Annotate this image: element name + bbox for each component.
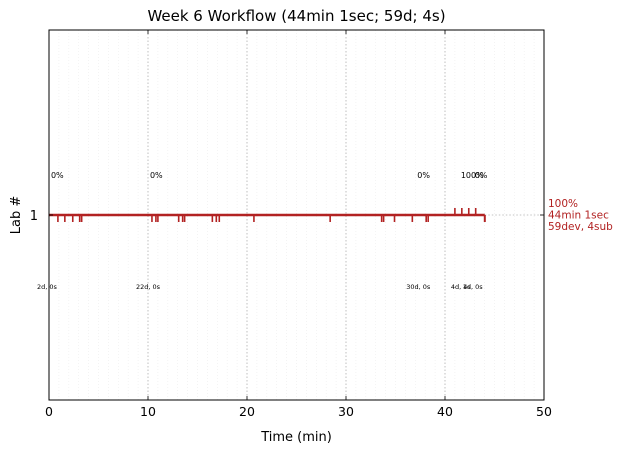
bottom-annotation: 1d, 0s xyxy=(463,283,484,291)
summary-line: 44min 1sec xyxy=(548,210,609,222)
x-tick-label: 50 xyxy=(536,404,552,419)
summary-line: 59dev, 4sub xyxy=(548,221,613,233)
y-tick-label: 1 xyxy=(30,209,38,224)
bottom-annotation: 22d, 0s xyxy=(136,283,161,291)
x-axis-label: Time (min) xyxy=(260,430,332,445)
summary-line: 100% xyxy=(548,198,578,210)
top-annotations: 0% 0% 0% 100%0% xyxy=(51,171,488,180)
y-axis-ticks: 1 xyxy=(30,209,544,224)
x-tick-label: 40 xyxy=(437,404,453,419)
top-annotation: 0% xyxy=(417,171,430,180)
x-tick-label: 20 xyxy=(239,404,255,419)
bottom-annotation: 2d, 0s xyxy=(37,283,58,291)
top-annotation: 100% xyxy=(461,171,484,180)
y-axis-label: Lab # xyxy=(9,196,24,235)
top-annotation: 0% xyxy=(51,171,64,180)
x-tick-label: 30 xyxy=(338,404,354,419)
major-gridlines xyxy=(147,30,446,400)
x-tick-label: 10 xyxy=(140,404,156,419)
x-tick-label: 0 xyxy=(45,404,53,419)
top-annotation: 0% xyxy=(150,171,163,180)
bottom-annotation: 4d, 4s xyxy=(451,283,472,291)
chart-title: Week 6 Workflow (44min 1sec; 59d; 4s) xyxy=(147,7,445,25)
bottom-annotation: 30d, 0s xyxy=(406,283,431,291)
x-axis-ticks: 0 10 20 30 40 50 xyxy=(45,30,552,419)
top-annotation: 0% xyxy=(475,171,488,180)
